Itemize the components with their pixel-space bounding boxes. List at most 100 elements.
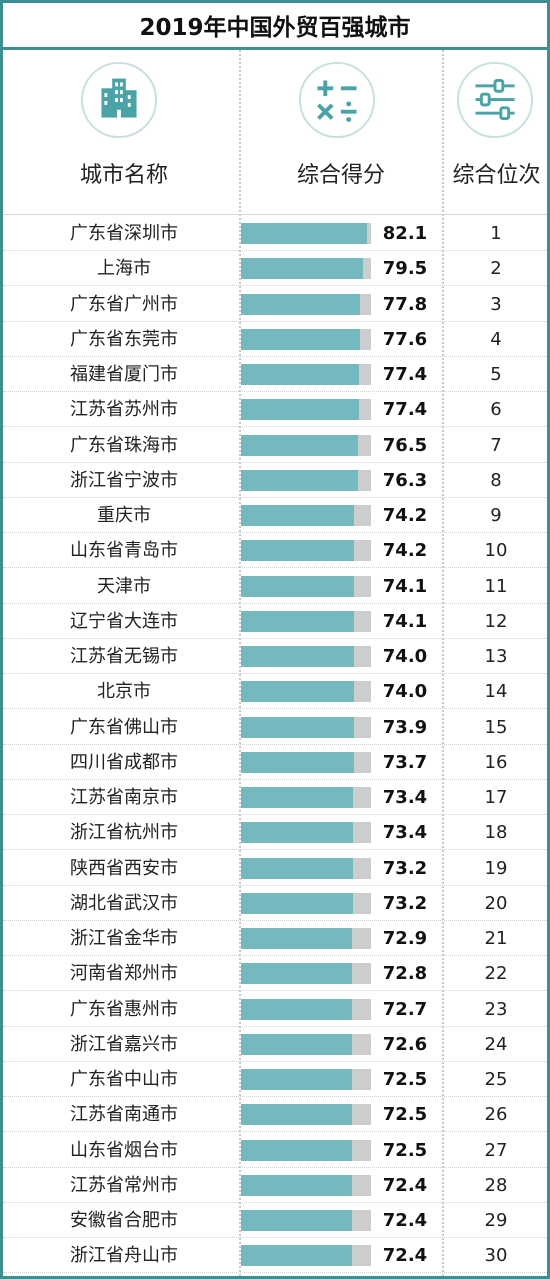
rank-label: 15 bbox=[484, 716, 508, 738]
table-row: 安徽省合肥市 72.4 29 bbox=[3, 1203, 547, 1238]
table-row: 广东省广州市 77.8 3 bbox=[3, 287, 547, 322]
table-row: 广东省惠州市 72.7 23 bbox=[3, 992, 547, 1027]
row-separator bbox=[3, 602, 547, 604]
city-label: 安徽省合肥市 bbox=[70, 1210, 178, 1231]
city-label: 广东省东莞市 bbox=[70, 328, 178, 350]
rank-label: 25 bbox=[484, 1069, 508, 1090]
table-row: 福建省厦门市 77.4 5 bbox=[3, 357, 547, 392]
city-label: 广东省深圳市 bbox=[70, 223, 178, 244]
city-label: 上海市 bbox=[97, 258, 151, 280]
score-bar bbox=[241, 716, 355, 738]
row-separator bbox=[3, 673, 547, 674]
row-separator bbox=[3, 1237, 547, 1238]
rank-label: 29 bbox=[484, 1210, 508, 1231]
rank-label: 14 bbox=[484, 681, 508, 703]
rank-label: 5 bbox=[490, 364, 502, 385]
row-separator bbox=[3, 532, 547, 533]
table-row: 辽宁省大连市 74.1 12 bbox=[3, 604, 547, 639]
table-row: 广东省中山市 72.5 25 bbox=[3, 1062, 547, 1097]
row-separator bbox=[3, 849, 547, 851]
header-city: 城市名称 bbox=[79, 163, 168, 188]
city-label: 江苏省南京市 bbox=[70, 787, 178, 808]
score-bar bbox=[241, 998, 353, 1020]
score-label: 72.5 bbox=[382, 1069, 428, 1090]
rank-label: 19 bbox=[484, 857, 508, 879]
score-bar bbox=[241, 1104, 352, 1126]
score-bar bbox=[241, 1245, 352, 1267]
score-label: 72.4 bbox=[382, 1245, 428, 1267]
row-separator bbox=[3, 391, 547, 392]
table-row: 四川省成都市 73.7 16 bbox=[3, 745, 547, 780]
sliders-icon bbox=[456, 61, 534, 139]
score-bar bbox=[241, 928, 353, 949]
table-row: 湖北省武汉市 73.2 20 bbox=[3, 886, 547, 921]
rank-label: 11 bbox=[484, 575, 508, 597]
score-label: 77.8 bbox=[382, 293, 428, 315]
city-label: 天津市 bbox=[97, 575, 151, 597]
table-row: 北京市 74.0 14 bbox=[3, 674, 547, 710]
row-separator bbox=[3, 355, 547, 357]
rank-label: 26 bbox=[484, 1104, 508, 1126]
rank-label: 24 bbox=[484, 1033, 508, 1055]
table-row: 江苏省常州市 72.4 28 bbox=[3, 1168, 547, 1203]
table-row: 浙江省嘉兴市 72.6 24 bbox=[3, 1027, 547, 1062]
rank-label: 13 bbox=[484, 646, 508, 667]
score-label: 72.5 bbox=[382, 1104, 428, 1126]
rank-label: 27 bbox=[484, 1139, 508, 1161]
row-separator bbox=[3, 426, 547, 428]
score-bar bbox=[241, 1139, 352, 1161]
header-separator bbox=[3, 214, 547, 215]
score-bar bbox=[241, 1069, 352, 1090]
table-row: 广东省珠海市 76.5 7 bbox=[3, 428, 547, 463]
column-divider-2 bbox=[442, 50, 444, 1276]
score-label: 72.6 bbox=[382, 1033, 428, 1055]
score-bar bbox=[241, 328, 360, 350]
table-row: 上海市 79.5 2 bbox=[3, 251, 547, 287]
row-separator bbox=[3, 1272, 547, 1274]
score-bar bbox=[241, 892, 353, 914]
city-label: 广东省中山市 bbox=[70, 1069, 178, 1090]
city-label: 河南省郑州市 bbox=[70, 963, 178, 985]
rank-label: 18 bbox=[484, 822, 508, 844]
score-bar bbox=[241, 575, 355, 597]
score-bar bbox=[241, 505, 355, 526]
rank-label: 20 bbox=[484, 892, 508, 914]
score-bar bbox=[241, 540, 355, 562]
row-separator bbox=[3, 778, 547, 780]
row-separator bbox=[3, 637, 547, 639]
score-label: 73.2 bbox=[382, 857, 428, 879]
city-label: 辽宁省大连市 bbox=[70, 610, 178, 632]
row-separator bbox=[3, 708, 547, 710]
score-label: 77.4 bbox=[382, 399, 428, 421]
score-label: 76.3 bbox=[382, 469, 428, 491]
header-score: 综合得分 bbox=[296, 163, 385, 188]
score-bar bbox=[241, 822, 354, 844]
score-label: 74.2 bbox=[382, 540, 428, 562]
rank-label: 2 bbox=[490, 258, 502, 280]
city-label: 江苏省无锡市 bbox=[70, 646, 178, 667]
score-label: 73.2 bbox=[382, 892, 428, 914]
rank-label: 21 bbox=[484, 928, 508, 949]
table-row: 广东省深圳市 82.1 1 bbox=[3, 216, 547, 251]
score-label: 72.4 bbox=[382, 1174, 428, 1196]
score-label: 76.5 bbox=[382, 434, 428, 456]
table-row: 广东省佛山市 73.9 15 bbox=[3, 710, 547, 745]
score-bar bbox=[241, 293, 360, 315]
city-label: 北京市 bbox=[97, 681, 151, 703]
row-separator bbox=[3, 1131, 547, 1133]
table-row: 江苏省苏州市 77.4 6 bbox=[3, 392, 547, 428]
score-label: 73.4 bbox=[382, 822, 428, 844]
rank-label: 3 bbox=[490, 293, 502, 315]
row-separator bbox=[3, 1096, 547, 1097]
rank-label: 1 bbox=[490, 223, 502, 244]
table-row: 浙江省宁波市 76.3 8 bbox=[3, 463, 547, 498]
rank-label: 28 bbox=[484, 1174, 508, 1196]
city-label: 山东省烟台市 bbox=[70, 1139, 178, 1161]
score-bar bbox=[241, 751, 354, 773]
city-label: 浙江省杭州市 bbox=[70, 822, 178, 844]
table-row: 陕西省西安市 73.2 19 bbox=[3, 851, 547, 886]
score-bar bbox=[241, 610, 355, 632]
row-separator bbox=[3, 496, 547, 498]
table-row: 广东省东莞市 77.6 4 bbox=[3, 322, 547, 357]
row-separator bbox=[3, 955, 547, 956]
